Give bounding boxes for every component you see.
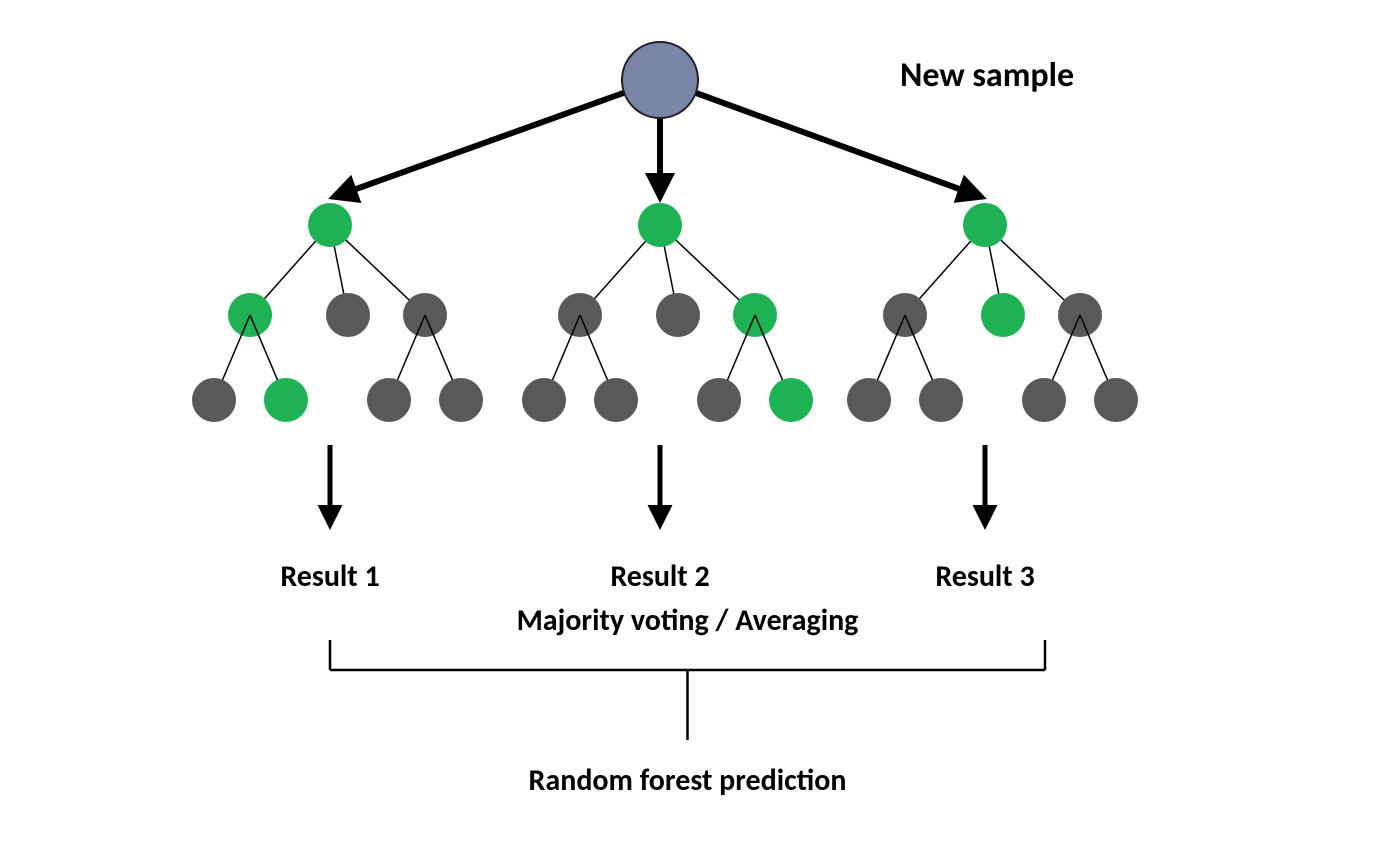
tree-leaf-node	[522, 378, 566, 422]
label-new-sample: New sample	[900, 55, 1074, 96]
root-node	[622, 42, 698, 118]
tree-leaf-node	[594, 378, 638, 422]
tree-node	[981, 293, 1025, 337]
tree-leaf-node	[192, 378, 236, 422]
label-prediction: Random forest prediction	[529, 762, 847, 799]
tree-leaf-node	[439, 378, 483, 422]
label-voting: Majority voting / Averaging	[517, 602, 859, 639]
label-result-1: Result 1	[280, 558, 379, 595]
tree-leaf-node	[1022, 378, 1066, 422]
tree-root-node	[638, 203, 682, 247]
tree-leaf-node	[697, 378, 741, 422]
label-result-2: Result 2	[610, 558, 709, 595]
tree-root-node	[308, 203, 352, 247]
tree-node	[656, 293, 700, 337]
tree-leaf-node	[919, 378, 963, 422]
label-result-3: Result 3	[935, 558, 1034, 595]
tree-leaf-node	[367, 378, 411, 422]
tree-leaf-node	[1094, 378, 1138, 422]
tree-leaf-node	[847, 378, 891, 422]
tree-node	[326, 293, 370, 337]
arrow-root-to-tree	[696, 93, 981, 197]
tree-root-node	[963, 203, 1007, 247]
arrow-root-to-tree	[334, 93, 624, 197]
tree-leaf-node	[264, 378, 308, 422]
tree-leaf-node	[769, 378, 813, 422]
